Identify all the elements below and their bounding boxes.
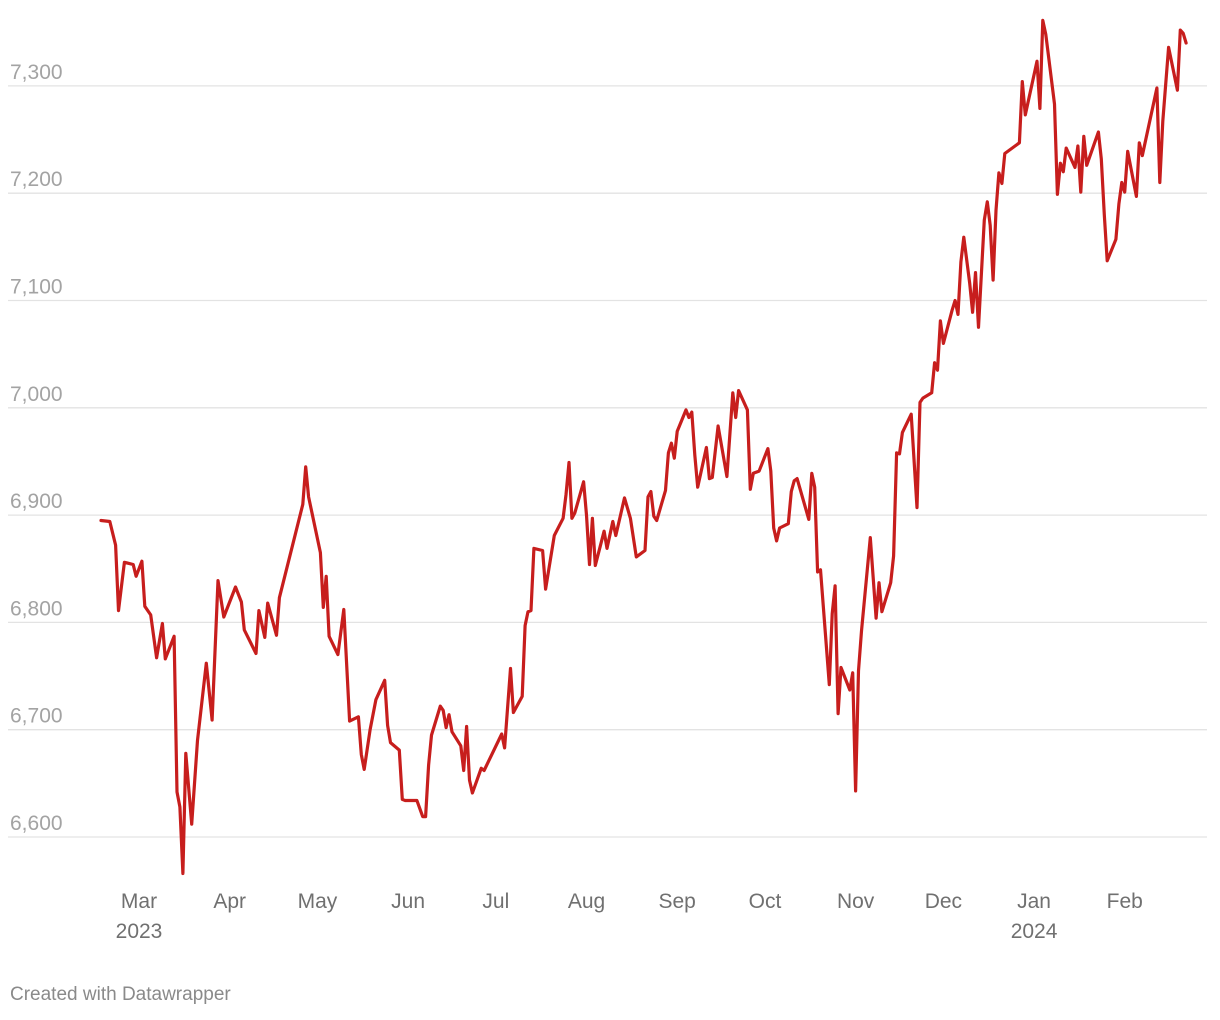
y-tick-label: 7,300 — [10, 61, 63, 84]
y-tick-label: 7,000 — [10, 383, 63, 406]
gridlines — [8, 85, 1207, 838]
x-tick-year-label: 2024 — [1011, 920, 1058, 943]
series-lines — [99, 18, 1188, 876]
x-tick-label: Jun — [391, 890, 425, 913]
x-tick-year-label: 2023 — [116, 920, 163, 943]
x-tick-label: Mar — [121, 890, 157, 913]
x-tick-label: Sep — [659, 890, 696, 913]
series-line — [99, 18, 1188, 876]
y-axis: 6,600 6,700 6,800 6,900 7,000 7,100 7,200 7,300 — [10, 61, 63, 835]
x-tick-label: May — [298, 890, 338, 913]
y-tick-label: 6,600 — [10, 812, 63, 835]
x-tick-label: Feb — [1107, 890, 1143, 913]
x-tick-label: Jan — [1017, 890, 1051, 913]
x-tick-label: Jul — [482, 890, 509, 913]
x-axis: Mar 2023 Apr May Jun Jul Aug Sep Oct Nov Dec Jan 202… — [116, 890, 1143, 943]
x-tick-label: Dec — [925, 890, 962, 913]
x-tick-label: Aug — [568, 890, 605, 913]
x-tick-label: Oct — [749, 890, 782, 913]
y-tick-label: 7,200 — [10, 168, 63, 191]
attribution-credit: Created with Datawrapper — [10, 984, 231, 1005]
x-tick-label: Nov — [837, 890, 875, 913]
x-tick-label: Apr — [213, 890, 246, 913]
y-tick-label: 6,900 — [10, 490, 63, 513]
y-tick-label: 7,100 — [10, 276, 63, 299]
y-tick-label: 6,700 — [10, 705, 63, 728]
line-chart: 6,600 6,700 6,800 6,900 7,000 7,100 7,200 7,300… — [8, 18, 1207, 943]
y-tick-label: 6,800 — [10, 597, 63, 620]
